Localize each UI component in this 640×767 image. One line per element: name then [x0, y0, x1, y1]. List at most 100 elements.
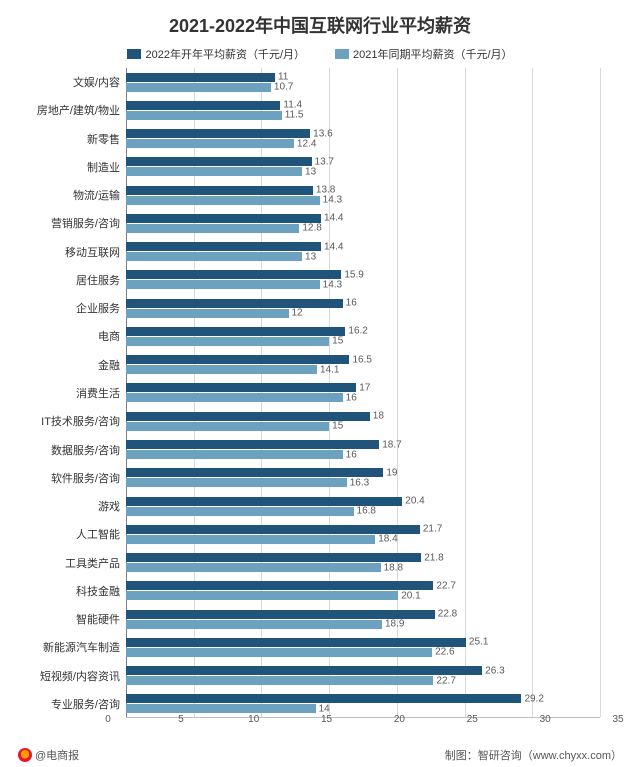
bar-2022: 22.7	[126, 581, 433, 590]
category-row: 游戏20.416.8	[126, 492, 600, 520]
bar-2021: 12.8	[126, 224, 299, 233]
category-label: 房地产/建筑/物业	[37, 102, 126, 118]
bar-2021: 18.9	[126, 620, 382, 629]
bar-value-2022: 18	[370, 411, 384, 422]
category-label: IT技术服务/咨询	[41, 413, 126, 429]
bar-2022: 19	[126, 468, 383, 477]
category-label: 短视频/内容资讯	[40, 668, 126, 684]
bar-2022: 26.3	[126, 666, 482, 675]
x-tick-label: 35	[612, 714, 623, 725]
bar-2021: 15	[126, 337, 329, 346]
bar-2022: 22.8	[126, 610, 435, 619]
bar-value-2022: 14.4	[321, 241, 343, 252]
category-row: 物流/运输13.814.3	[126, 181, 600, 209]
gridline	[600, 68, 601, 717]
category-label: 工具类产品	[65, 555, 126, 571]
category-row: 工具类产品21.818.8	[126, 548, 600, 576]
bar-2021: 13	[126, 167, 302, 176]
x-tick-label: 20	[394, 714, 405, 725]
category-label: 科技金融	[76, 583, 126, 599]
category-row: 金融16.514.1	[126, 351, 600, 379]
bar-2021: 15	[126, 422, 329, 431]
bar-2021: 22.6	[126, 648, 432, 657]
bars-layer: 文娱/内容1110.7房地产/建筑/物业11.411.5新零售13.612.4制…	[126, 68, 600, 717]
bar-value-2021: 14.3	[320, 195, 342, 206]
bar-value-2021: 22.6	[432, 647, 454, 658]
bar-value-2022: 22.8	[435, 609, 457, 620]
bar-2021: 11.5	[126, 111, 282, 120]
bar-value-2022: 15.9	[341, 269, 363, 280]
bar-value-2021: 14.3	[320, 279, 342, 290]
bar-2022: 20.4	[126, 497, 402, 506]
bar-value-2022: 16	[343, 298, 357, 309]
category-row: 制造业13.713	[126, 153, 600, 181]
bar-value-2022: 29.2	[521, 693, 543, 704]
bar-2022: 11.4	[126, 101, 280, 110]
category-row: 新零售13.612.4	[126, 125, 600, 153]
bar-value-2022: 22.7	[433, 580, 455, 591]
bar-value-2022: 21.7	[420, 524, 442, 535]
bar-value-2021: 14	[316, 703, 330, 714]
bar-2022: 21.8	[126, 553, 421, 562]
bar-2022: 18	[126, 412, 370, 421]
bar-value-2021: 16	[343, 449, 357, 460]
bar-value-2021: 16	[343, 392, 357, 403]
category-row: 软件服务/咨询1916.3	[126, 464, 600, 492]
weibo-handle: @电商报	[18, 747, 79, 763]
category-row: 移动互联网14.413	[126, 238, 600, 266]
bar-value-2021: 13	[302, 251, 316, 262]
bar-value-2021: 15	[329, 336, 343, 347]
bar-2022: 14.4	[126, 242, 321, 251]
bar-value-2022: 16.5	[349, 354, 371, 365]
bar-2021: 14.3	[126, 280, 320, 289]
bar-2021: 12	[126, 309, 289, 318]
category-label: 电商	[98, 328, 126, 344]
bar-2022: 16.5	[126, 355, 349, 364]
bar-value-2021: 13	[302, 166, 316, 177]
x-tick-label: 25	[467, 714, 478, 725]
bar-2022: 15.9	[126, 270, 341, 279]
category-label: 企业服务	[76, 300, 126, 316]
category-row: IT技术服务/咨询1815	[126, 407, 600, 435]
category-label: 新能源汽车制造	[43, 639, 126, 655]
bar-2021: 12.4	[126, 139, 294, 148]
bar-value-2022: 20.4	[402, 496, 424, 507]
bar-2021: 14	[126, 704, 316, 713]
category-label: 居住服务	[76, 272, 126, 288]
bar-value-2021: 12.4	[294, 138, 316, 149]
category-label: 物流/运输	[73, 187, 126, 203]
category-label: 人工智能	[76, 526, 126, 542]
legend-swatch-2022	[127, 49, 141, 59]
category-label: 移动互联网	[65, 244, 126, 260]
bar-2022: 14.4	[126, 214, 321, 223]
bar-value-2022: 26.3	[482, 665, 504, 676]
x-tick-label: 10	[248, 714, 259, 725]
category-label: 文娱/内容	[73, 74, 126, 90]
category-row: 文娱/内容1110.7	[126, 68, 600, 96]
weibo-handle-text: @电商报	[35, 747, 79, 763]
bar-2021: 10.7	[126, 83, 271, 92]
category-label: 消费生活	[76, 385, 126, 401]
bar-value-2021: 14.1	[317, 364, 339, 375]
bar-value-2021: 12.8	[299, 223, 321, 234]
bar-value-2022: 21.8	[421, 552, 443, 563]
bar-2022: 16	[126, 299, 343, 308]
bar-value-2022: 14.4	[321, 213, 343, 224]
category-label: 制造业	[87, 159, 126, 175]
bar-2021: 22.7	[126, 676, 433, 685]
x-tick-label: 0	[105, 714, 111, 725]
bar-2021: 16.3	[126, 478, 347, 487]
bar-2021: 16	[126, 450, 343, 459]
bar-2022: 18.7	[126, 440, 379, 449]
category-row: 短视频/内容资讯26.322.7	[126, 661, 600, 689]
legend-item-2021: 2021年同期平均薪资（千元/月）	[335, 46, 513, 62]
legend-label-2022: 2022年开年平均薪资（千元/月）	[145, 46, 305, 62]
bar-2022: 25.1	[126, 638, 466, 647]
category-row: 电商16.215	[126, 322, 600, 350]
category-row: 消费生活1716	[126, 379, 600, 407]
bar-value-2022: 18.7	[379, 439, 401, 450]
bar-2021: 13	[126, 252, 302, 261]
bar-value-2021: 18.9	[382, 619, 404, 630]
bar-value-2021: 16.3	[347, 477, 369, 488]
category-row: 数据服务/咨询18.716	[126, 435, 600, 463]
